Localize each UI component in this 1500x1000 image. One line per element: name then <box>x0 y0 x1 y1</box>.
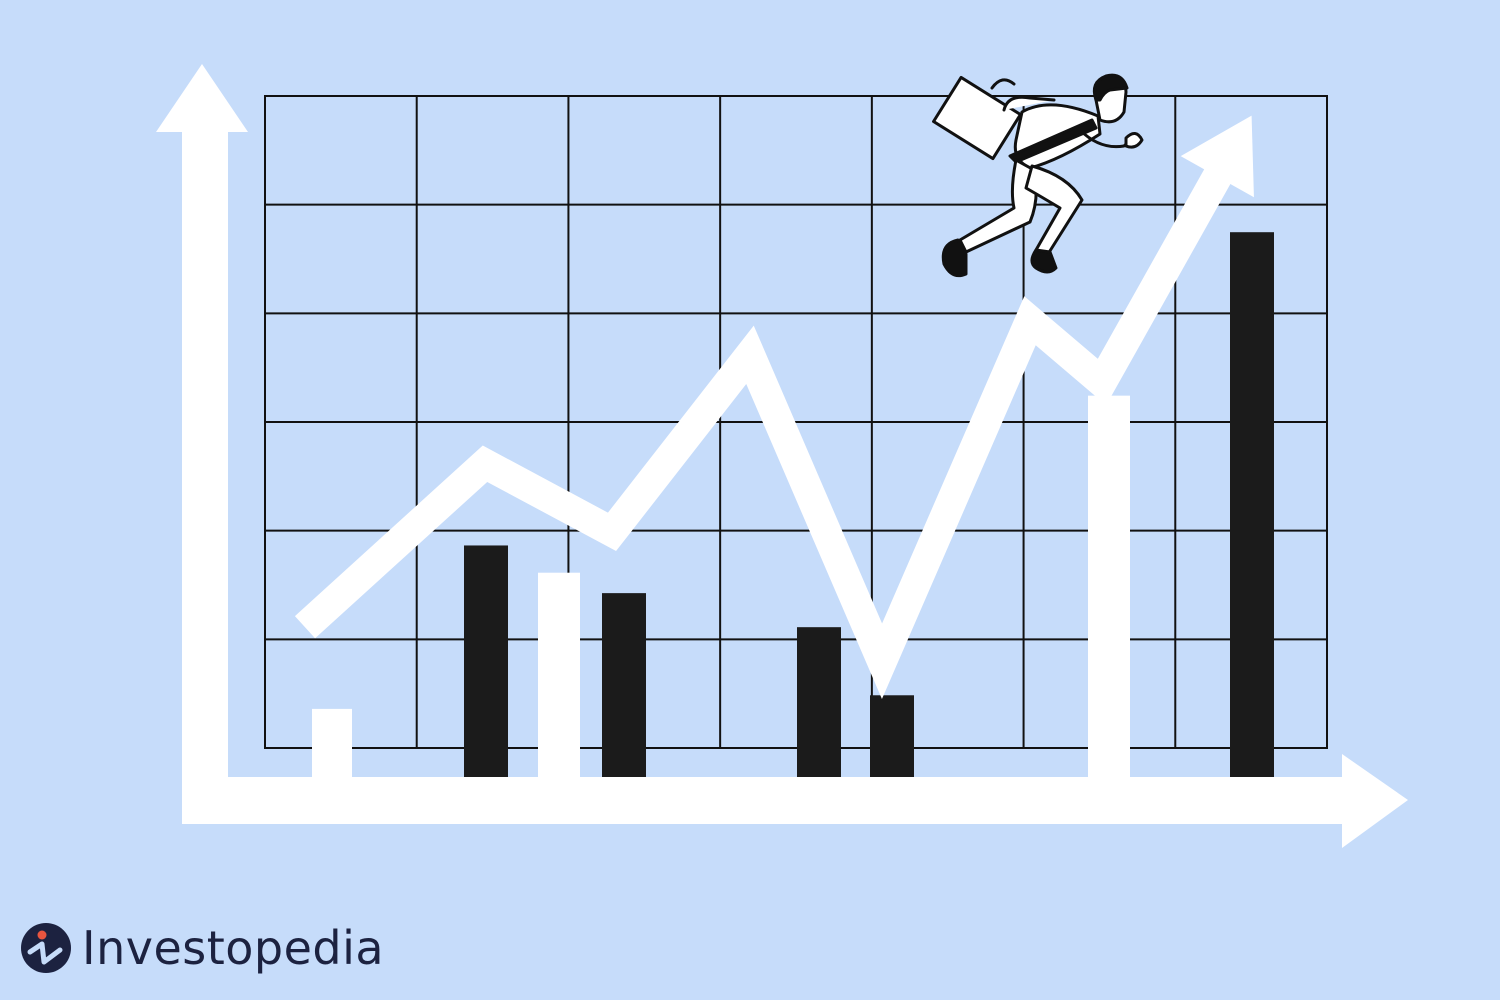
brand-name: Investopedia <box>82 921 385 975</box>
businessman-running-icon <box>932 73 1144 278</box>
trend-line <box>294 165 1233 700</box>
bar-2 <box>464 545 508 777</box>
bar-5 <box>797 627 841 777</box>
briefcase-icon <box>932 75 1022 161</box>
chart-grid <box>264 95 1328 749</box>
y-axis-arrow <box>156 64 248 800</box>
bar-1 <box>312 708 352 777</box>
bar-7 <box>1088 395 1130 777</box>
trend-arrowhead <box>1180 115 1254 198</box>
bar-3 <box>538 572 580 777</box>
investopedia-logo-icon <box>21 923 71 973</box>
bars <box>312 232 1274 777</box>
x-axis-arrow <box>182 754 1408 848</box>
bar-4 <box>602 593 646 777</box>
bar-6 <box>870 695 914 777</box>
investopedia-logo[interactable]: Investopedia <box>20 918 384 978</box>
bar-8 <box>1230 232 1274 777</box>
